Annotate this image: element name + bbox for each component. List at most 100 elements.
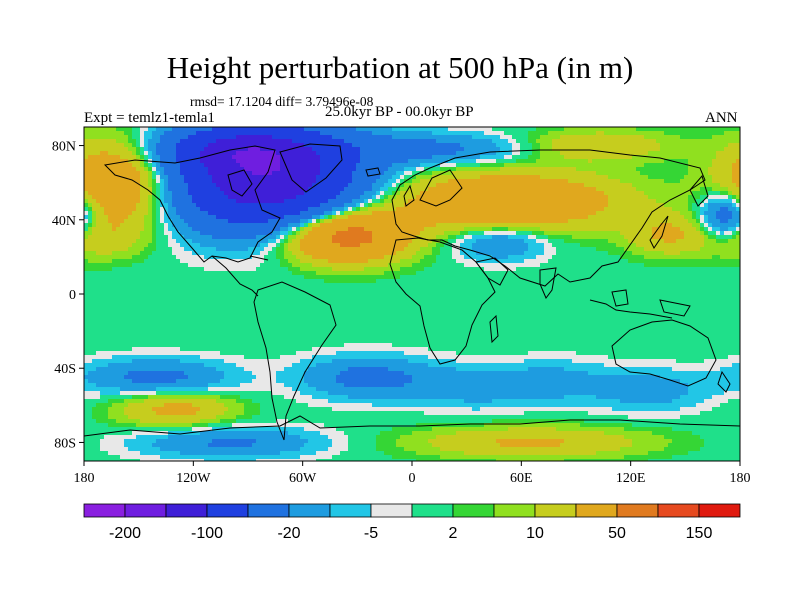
field-cell bbox=[400, 131, 405, 136]
field-cell bbox=[588, 219, 593, 224]
field-cell bbox=[172, 203, 177, 208]
field-cell bbox=[332, 207, 337, 212]
field-cell bbox=[592, 131, 597, 136]
field-cell bbox=[132, 215, 137, 220]
field-cell bbox=[200, 195, 205, 200]
field-cell bbox=[384, 211, 389, 216]
field-cell bbox=[244, 151, 249, 156]
field-cell bbox=[636, 151, 641, 156]
field-cell bbox=[500, 239, 505, 244]
field-cell bbox=[464, 143, 469, 148]
field-cell bbox=[424, 143, 429, 148]
field-cell bbox=[564, 159, 569, 164]
field-cell bbox=[228, 191, 233, 196]
field-cell bbox=[128, 199, 133, 204]
field-cell bbox=[304, 147, 309, 152]
field-cell bbox=[120, 243, 125, 248]
field-cell bbox=[248, 131, 253, 136]
field-cell bbox=[152, 175, 157, 180]
field-cell bbox=[488, 219, 493, 224]
field-cell bbox=[712, 131, 717, 136]
field-cell bbox=[376, 163, 381, 168]
field-cell bbox=[336, 147, 341, 152]
field-cell bbox=[380, 215, 385, 220]
field-cell bbox=[664, 159, 669, 164]
field-cell bbox=[84, 155, 89, 160]
field-cell bbox=[488, 231, 493, 236]
field-cell bbox=[116, 131, 121, 136]
field-cell bbox=[360, 179, 365, 184]
field-cell bbox=[188, 191, 193, 196]
field-cell bbox=[152, 195, 157, 200]
field-cell bbox=[468, 155, 473, 160]
field-cell bbox=[312, 179, 317, 184]
field-cell bbox=[728, 207, 733, 212]
field-cell bbox=[324, 203, 329, 208]
field-cell bbox=[444, 227, 449, 232]
field-cell bbox=[164, 195, 169, 200]
field-cell bbox=[140, 227, 145, 232]
field-cell bbox=[432, 127, 437, 132]
field-cell bbox=[548, 243, 553, 248]
field-cell bbox=[164, 131, 169, 136]
field-cell bbox=[644, 195, 649, 200]
field-cell bbox=[452, 239, 457, 244]
field-cell bbox=[588, 147, 593, 152]
field-cell bbox=[408, 175, 413, 180]
field-cell bbox=[344, 243, 349, 248]
field-cell bbox=[168, 203, 173, 208]
field-cell bbox=[216, 207, 221, 212]
field-cell bbox=[736, 167, 740, 172]
field-cell bbox=[352, 163, 357, 168]
field-cell bbox=[220, 243, 225, 248]
field-cell bbox=[512, 131, 517, 136]
field-cell bbox=[620, 187, 625, 192]
field-cell bbox=[524, 187, 529, 192]
field-cell bbox=[404, 235, 409, 240]
field-cell bbox=[224, 135, 229, 140]
field-cell bbox=[704, 191, 709, 196]
field-cell bbox=[496, 235, 501, 240]
field-cell bbox=[732, 235, 737, 240]
field-cell bbox=[232, 155, 237, 160]
field-cell bbox=[316, 163, 321, 168]
field-cell bbox=[492, 195, 497, 200]
field-cell bbox=[168, 223, 173, 228]
field-cell bbox=[732, 131, 737, 136]
field-cell bbox=[156, 139, 161, 144]
field-cell bbox=[452, 207, 457, 212]
field-cell bbox=[568, 135, 573, 140]
field-cell bbox=[548, 203, 553, 208]
field-cell bbox=[152, 219, 157, 224]
field-cell bbox=[520, 215, 525, 220]
field-cell bbox=[124, 143, 129, 148]
field-cell bbox=[208, 243, 213, 248]
field-cell bbox=[480, 215, 485, 220]
field-cell bbox=[160, 151, 165, 156]
field-cell bbox=[420, 147, 425, 152]
field-cell bbox=[500, 207, 505, 212]
field-cell bbox=[416, 191, 421, 196]
field-cell bbox=[420, 143, 425, 148]
field-cell bbox=[368, 175, 373, 180]
field-cell bbox=[504, 215, 509, 220]
field-cell bbox=[356, 239, 361, 244]
field-cell bbox=[276, 131, 281, 136]
field-cell bbox=[588, 195, 593, 200]
field-cell bbox=[628, 167, 633, 172]
field-cell bbox=[356, 231, 361, 236]
field-cell bbox=[440, 223, 445, 228]
field-cell bbox=[404, 243, 409, 248]
field-cell bbox=[124, 239, 129, 244]
field-cell bbox=[96, 199, 101, 204]
field-cell bbox=[624, 215, 629, 220]
field-cell bbox=[640, 187, 645, 192]
field-cell bbox=[260, 199, 265, 204]
field-cell bbox=[620, 227, 625, 232]
field-cell bbox=[472, 135, 477, 140]
field-cell bbox=[448, 211, 453, 216]
field-cell bbox=[468, 235, 473, 240]
field-cell bbox=[144, 199, 149, 204]
field-cell bbox=[584, 183, 589, 188]
field-cell bbox=[720, 175, 725, 180]
